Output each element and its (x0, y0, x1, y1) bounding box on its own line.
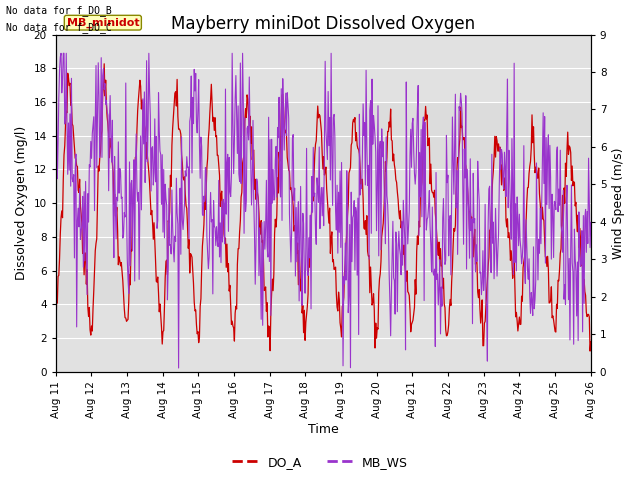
Bar (56, 169, 591, 237)
MB_WS (587, 219, 595, 225)
Bar (56, 304, 591, 372)
DO_A (404, 290, 412, 296)
DO_A (61, 122, 69, 128)
X-axis label: Time: Time (308, 423, 339, 436)
DO_A (172, 89, 179, 95)
DO_A (389, 158, 397, 164)
Y-axis label: Dissolved Oxygen (mg/l): Dissolved Oxygen (mg/l) (15, 126, 28, 280)
Line: MB_WS: MB_WS (56, 53, 591, 368)
MB_WS (52, 50, 60, 56)
Text: No data for f_DO_C: No data for f_DO_C (6, 22, 112, 33)
MB_WS (200, 193, 208, 199)
MB_WS (171, 233, 179, 239)
MB_WS (116, 169, 124, 175)
MB_WS (61, 113, 69, 119)
Text: MB_minidot: MB_minidot (67, 18, 139, 28)
DO_A (118, 260, 125, 265)
Y-axis label: Wind Speed (m/s): Wind Speed (m/s) (612, 147, 625, 259)
DO_A (52, 336, 60, 342)
Legend: DO_A, MB_WS: DO_A, MB_WS (227, 451, 413, 474)
DO_A (587, 339, 595, 345)
MB_WS (404, 226, 412, 231)
Title: Mayberry miniDot Dissolved Oxygen: Mayberry miniDot Dissolved Oxygen (172, 15, 476, 33)
Text: No data for f_DO_B: No data for f_DO_B (6, 5, 112, 16)
MB_WS (389, 218, 397, 224)
MB_WS (175, 365, 182, 371)
DO_A (200, 222, 208, 228)
Line: DO_A: DO_A (56, 64, 591, 351)
Bar (56, 35, 591, 102)
DO_A (100, 61, 108, 67)
DO_A (586, 348, 594, 354)
